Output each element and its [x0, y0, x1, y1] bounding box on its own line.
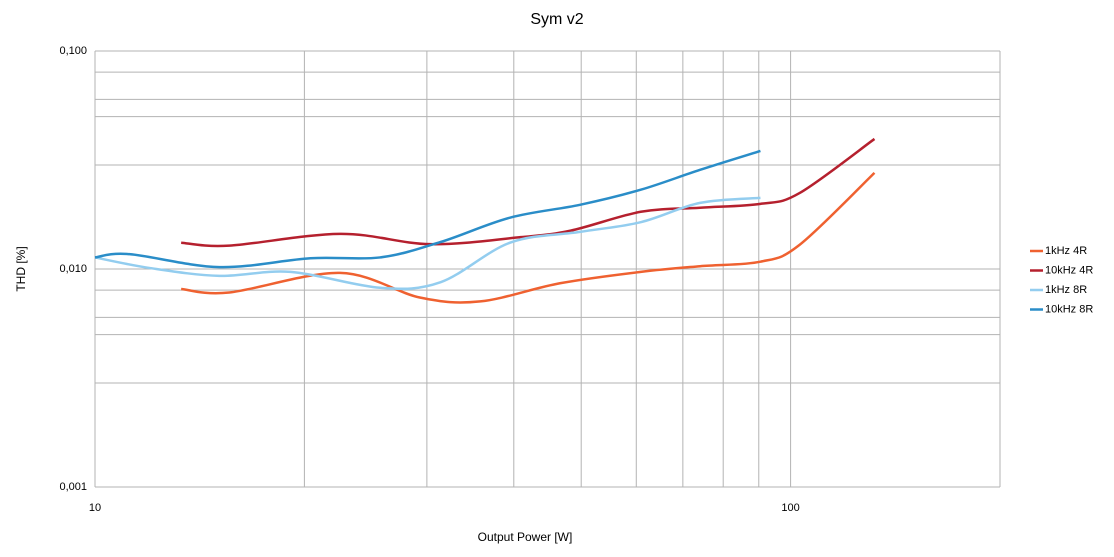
legend-label: 1kHz 4R	[1045, 245, 1087, 257]
series-line	[94, 196, 761, 291]
x-tick-label: 100	[781, 502, 799, 514]
y-tick-label: 0,100	[59, 45, 87, 57]
x-axis-label: Output Power [W]	[478, 530, 573, 544]
series-line	[94, 149, 761, 269]
y-tick-label: 0,010	[59, 263, 87, 275]
legend-label: 10kHz 8R	[1045, 303, 1093, 315]
y-axis-label: THD [%]	[14, 246, 28, 291]
series-line	[181, 171, 876, 304]
x-tick-label: 10	[89, 502, 101, 514]
y-tick-label: 0,001	[59, 481, 87, 493]
chart-title: Sym v2	[530, 11, 583, 28]
legend-label: 10kHz 4R	[1045, 264, 1093, 276]
legend-label: 1kHz 8R	[1045, 284, 1087, 296]
series-line	[181, 137, 876, 248]
